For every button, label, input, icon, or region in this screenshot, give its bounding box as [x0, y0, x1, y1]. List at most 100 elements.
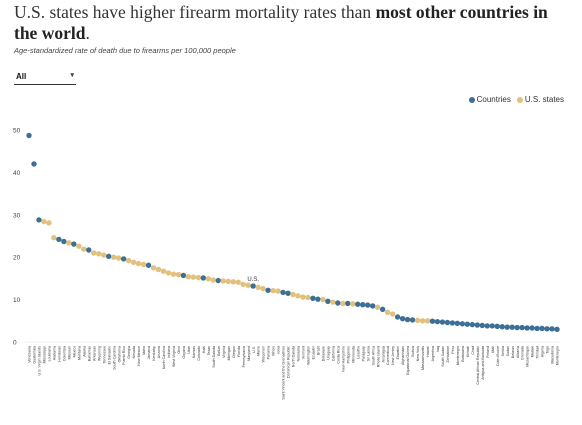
x-tick-label: Kansas [192, 346, 196, 358]
us-annotation-label: U.S. [247, 277, 259, 283]
x-tick-label: Costa Rica [336, 346, 340, 364]
data-point [125, 257, 132, 264]
data-point [225, 278, 231, 285]
data-point [270, 288, 276, 294]
x-tick-label: Puerto Rico [122, 346, 126, 365]
data-point [529, 325, 535, 331]
data-point [389, 311, 396, 317]
x-tick-label: Argentina [431, 346, 435, 361]
data-point [429, 318, 436, 324]
x-tick-label: Oregon [232, 346, 236, 358]
x-tick-label: Nevada [132, 346, 136, 358]
data-point [96, 251, 102, 257]
data-point [524, 325, 530, 331]
data-point [145, 262, 152, 268]
data-point [170, 271, 177, 277]
x-tick-label: Colombia [62, 346, 66, 361]
x-tick-label: Jamaica [147, 346, 151, 359]
data-point [474, 322, 480, 328]
data-point [115, 255, 122, 261]
region-filter-dropdown[interactable]: All ▾ [14, 70, 76, 85]
data-point [459, 321, 466, 327]
data-point [434, 318, 441, 325]
data-point [340, 300, 346, 307]
x-tick-label: U.S. [252, 346, 256, 353]
data-point [260, 285, 266, 292]
x-tick-label: North Carolina [162, 346, 166, 369]
x-tick-label: Idaho [142, 346, 146, 355]
x-tick-label: Connecticut [386, 346, 390, 365]
data-point [305, 294, 311, 301]
x-tick-label: Arkansas [92, 346, 96, 361]
data-point [414, 317, 421, 324]
data-point [46, 220, 52, 226]
x-tick-label: Brazil [317, 346, 321, 355]
x-tick-label: Panama [267, 346, 271, 359]
data-point [404, 316, 411, 323]
data-point [355, 301, 361, 307]
data-point [469, 321, 476, 328]
legend-states-swatch [516, 96, 523, 103]
x-tick-label: Togo [546, 346, 550, 354]
x-tick-label: Zimbabwe [446, 346, 450, 363]
x-tick-label: Washington [307, 346, 311, 365]
x-tick-label: Maine [257, 346, 261, 356]
data-point [36, 217, 42, 223]
x-tick-label: Malawi [531, 346, 535, 357]
data-point [190, 274, 197, 280]
data-point [484, 323, 490, 329]
data-point [394, 314, 401, 320]
data-point [399, 315, 406, 322]
data-point [295, 293, 301, 299]
y-tick-label: 20 [13, 255, 21, 262]
x-tick-label: Louisiana [48, 346, 52, 361]
data-point [180, 272, 187, 279]
data-point [374, 304, 381, 310]
x-tick-label: New Mexico [137, 346, 141, 366]
data-point [534, 325, 540, 332]
legend-item-countries: Countries [468, 95, 511, 104]
data-point [315, 296, 321, 302]
data-point [215, 277, 221, 284]
data-point [300, 294, 306, 300]
dropdown-selected-value: All [16, 72, 27, 81]
x-tick-label: Colorado [197, 346, 201, 361]
x-tick-label: Kentucky [152, 346, 156, 361]
x-tick-label: Philippines [346, 346, 350, 364]
x-tick-label: South Sudan [441, 346, 445, 367]
legend-countries-label: Countries [476, 95, 511, 104]
data-point [51, 235, 57, 241]
x-tick-label: Missouri [67, 346, 71, 360]
x-tick-label: New Jersey [391, 346, 395, 365]
x-tick-label: Lesotho [356, 346, 360, 359]
data-point [280, 289, 286, 296]
x-tick-label: Montenegro [556, 346, 560, 365]
legend-item-states: U.S. states [516, 95, 564, 104]
x-tick-label: Virginia [222, 346, 226, 358]
chevron-down-icon: ▾ [70, 72, 74, 79]
x-tick-label: Mexico [72, 346, 76, 357]
data-point [245, 282, 251, 288]
data-point [235, 279, 241, 285]
data-point [86, 247, 92, 253]
x-tick-label: Bolivia [411, 346, 415, 357]
data-point [370, 303, 376, 309]
data-point [424, 318, 431, 324]
x-tick-label: Venezuela [28, 346, 32, 363]
x-tick-label: Arizona [157, 346, 161, 358]
data-point [130, 259, 137, 265]
x-tick-label: Bahamas [87, 346, 91, 361]
data-point [504, 324, 510, 330]
y-tick-label: 30 [13, 212, 21, 219]
x-tick-label: U.S. Virgin Islands [38, 346, 42, 376]
data-point [479, 322, 485, 329]
x-tick-label: West Virginia [172, 346, 176, 367]
x-tick-label: Antigua and Barbuda [481, 346, 485, 380]
data-point [439, 319, 446, 325]
data-point [384, 309, 391, 316]
x-tick-label: Saint Vincent and the Grenadines [282, 346, 286, 400]
x-tick-label: Minnesota [351, 346, 355, 363]
data-point [61, 238, 67, 245]
y-tick-label: 50 [13, 128, 21, 135]
data-point [140, 261, 147, 268]
